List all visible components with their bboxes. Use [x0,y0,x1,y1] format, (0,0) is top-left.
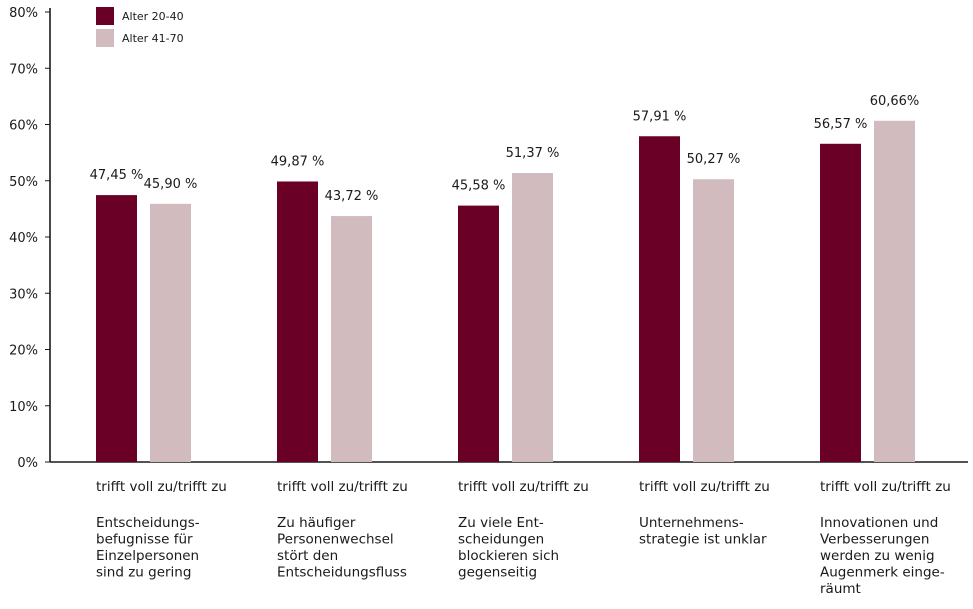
bar-alter-20-40 [277,181,318,462]
bar-alter-41-70 [150,203,191,462]
legend-label: Alter 20-40 [122,10,184,23]
category-statement-line: Innovationen und [820,515,938,531]
bar-value-label: 43,72 % [325,189,379,204]
bar-alter-41-70 [331,216,372,462]
category-statement-line: blockieren sich [458,548,559,564]
category-statement-line: sind zu gering [96,565,191,581]
bar-value-label: 47,45 % [90,168,144,183]
bar-alter-41-70 [693,179,734,462]
category-answer-label: trifft voll zu/trifft zu [458,479,589,495]
y-tick-label: 40% [9,231,38,246]
y-tick-label: 30% [9,287,38,302]
y-axis-ticks: 0% 10% 20% 30% 40% 50% 60% 70% 80% [9,6,50,471]
bar-value-label: 45,90 % [144,177,198,192]
category-statement-line: Einzelpersonen [96,548,199,564]
bar-value-label: 57,91 % [633,109,687,124]
category-statement-line: Verbesserungen [820,532,929,548]
category-statement-line: werden zu wenig [820,548,935,564]
bar-value-label: 60,66% [870,94,920,109]
category-statement-line: stört den [277,548,338,564]
legend: Alter 20-40 Alter 41-70 [96,7,184,47]
y-tick-label: 60% [9,119,38,134]
bar-alter-41-70 [874,120,915,462]
y-tick-label: 20% [9,344,38,359]
category-statement-line: räumt [820,581,861,597]
category-answer-label: trifft voll zu/trifft zu [96,479,227,495]
category-statement-line: befugnisse für [96,532,193,548]
category-labels-group: trifft voll zu/trifft zu Entscheidungs-be… [96,479,951,597]
bar-alter-20-40 [96,195,137,462]
bar-value-label: 56,57 % [814,117,868,132]
bars-group [96,120,915,463]
bar-value-label: 45,58 % [452,179,506,194]
category-statement-line: Augenmerk einge- [820,565,945,581]
bar-alter-20-40 [458,205,499,463]
y-tick-label: 10% [9,400,38,415]
category-statement-line: Entscheidungsfluss [277,565,407,581]
category-statement-line: Zu viele Ent- [458,515,544,531]
bar-value-label: 49,87 % [271,154,325,169]
legend-swatch [96,7,114,25]
category-statement-line: strategie ist unklar [639,532,767,548]
category-answer-label: trifft voll zu/trifft zu [639,479,770,495]
y-tick-label: 50% [9,175,38,190]
y-tick-label: 70% [9,62,38,77]
legend-label: Alter 41-70 [122,32,184,45]
bar-value-label: 50,27 % [687,152,741,167]
category-statement-line: scheidungen [458,532,544,548]
category-statement-line: Zu häufiger [277,515,356,531]
legend-swatch [96,29,114,47]
value-labels-group: 47,45 % 49,87 % 45,58 % 57,91 % 56,57 % 45,90… [90,94,920,204]
bar-alter-41-70 [512,173,553,462]
bar-alter-20-40 [639,136,680,462]
bar-value-label: 51,37 % [506,146,560,161]
category-statement-line: gegenseitig [458,565,537,581]
category-statement-line: Entscheidungs- [96,515,200,531]
category-answer-label: trifft voll zu/trifft zu [820,479,951,495]
category-statement-line: Personenwechsel [277,532,394,548]
y-tick-label: 0% [17,456,38,471]
category-statement-line: Unternehmens- [639,515,744,531]
category-answer-label: trifft voll zu/trifft zu [277,479,408,495]
y-tick-label: 80% [9,6,38,21]
bar-alter-20-40 [820,143,861,462]
